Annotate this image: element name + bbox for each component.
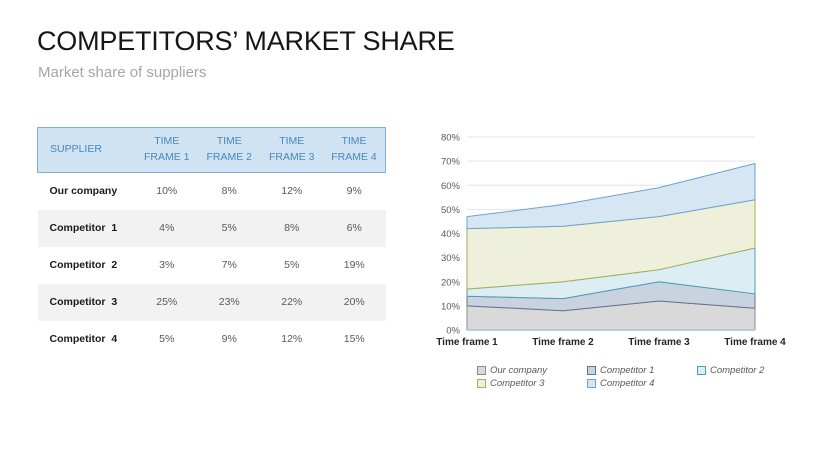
chart-area: 0% 10% 20% 30% 40% 50% 60% 70% 80% Time frame 1 Ti… — [421, 122, 801, 390]
legend-item: Competitor 1 — [587, 365, 697, 376]
value-cell: 12% — [281, 185, 303, 197]
col-header-supplier: SUPPLIER — [37, 127, 136, 173]
col-header-timeframe-3: TIME FRAME 3 — [260, 127, 323, 173]
value-cell: 5% — [159, 333, 175, 345]
value-cell: 8% — [284, 222, 300, 234]
y-tick-label: 10% — [441, 301, 461, 312]
x-tick-label: Time frame 4 — [724, 337, 786, 348]
table-row: Competitor 2 3% 7% 5% 19% — [38, 247, 386, 284]
value-cell: 3% — [159, 259, 175, 271]
legend-label: Competitor 1 — [600, 365, 655, 376]
value-cell: 9% — [346, 185, 362, 197]
market-share-chart: 0% 10% 20% 30% 40% 50% 60% 70% 80% Time frame 1 Ti… — [436, 133, 786, 349]
value-cell: 10% — [156, 185, 178, 197]
value-cell: 23% — [218, 296, 240, 308]
y-tick-label: 50% — [441, 205, 461, 216]
table-row: Competitor 1 4% 5% 8% 6% — [37, 209, 386, 247]
value-cell: 5% — [221, 222, 237, 234]
legend-label: Competitor 4 — [600, 378, 655, 389]
value-cell: 12% — [281, 333, 303, 345]
value-cell: 25% — [156, 296, 178, 308]
x-tick-label: Time frame 3 — [628, 337, 690, 348]
table-head: SUPPLIER TIME FRAME 1 TIME FRAME 2 TIME FRA… — [37, 127, 386, 173]
value-cell: 9% — [221, 333, 237, 345]
value-cell: 5% — [284, 259, 300, 271]
legend-item: Competitor 3 — [477, 378, 587, 389]
legend-marker-icon — [587, 366, 596, 375]
value-cell: 8% — [221, 185, 237, 197]
table-body: Our company 10% 8% 12% 9% Competitor 1 4% 5% 8% 6… — [37, 172, 386, 358]
y-tick-label: 0% — [446, 326, 460, 337]
table-header-row: SUPPLIER TIME FRAME 1 TIME FRAME 2 TIME FRA… — [37, 127, 386, 173]
table-row: Competitor 3 25% 23% 22% 20% — [37, 283, 386, 321]
col-header-timeframe-4: TIME FRAME 4 — [323, 127, 386, 173]
value-cell: 7% — [221, 259, 237, 271]
legend-label: Competitor 2 — [710, 365, 765, 376]
supplier-name-cell: Competitor 2 — [49, 259, 118, 271]
y-tick-label: 30% — [441, 253, 461, 264]
value-cell: 15% — [343, 333, 365, 345]
legend-item: Competitor 2 — [697, 365, 807, 376]
slide-subtitle: Market share of suppliers — [38, 64, 207, 81]
legend-marker-icon — [477, 366, 486, 375]
area-competitor-4 — [466, 163, 756, 230]
y-tick-label: 40% — [441, 229, 461, 240]
y-tick-label: 60% — [441, 181, 461, 192]
y-tick-label: 20% — [441, 277, 461, 288]
supplier-name-cell: Our company — [49, 185, 118, 197]
legend-marker-icon — [587, 379, 596, 388]
y-tick-label: 70% — [441, 157, 461, 168]
market-share-table: SUPPLIER TIME FRAME 1 TIME FRAME 2 TIME FRA… — [37, 127, 386, 358]
col-header-timeframe-2: TIME FRAME 2 — [198, 127, 261, 173]
slide-title: COMPETITORS’ MARKET SHARE — [37, 26, 455, 56]
legend-label: Our company — [490, 365, 548, 376]
col-header-timeframe-1: TIME FRAME 1 — [135, 127, 198, 173]
supplier-name-cell: Competitor 3 — [49, 296, 118, 308]
value-cell: 22% — [281, 296, 303, 308]
supplier-name-cell: Competitor 4 — [49, 333, 118, 345]
value-cell: 6% — [346, 222, 362, 234]
table-row: Competitor 4 5% 9% 12% 15% — [38, 321, 386, 358]
legend-item: Competitor 4 — [587, 378, 697, 389]
legend-marker-icon — [697, 366, 706, 375]
supplier-name-cell: Competitor 1 — [49, 222, 118, 234]
y-tick-label: 80% — [441, 133, 461, 144]
value-cell: 19% — [343, 259, 365, 271]
x-tick-label: Time frame 1 — [436, 337, 498, 348]
chart-legend: Our company Competitor 1 Competitor 2 Compe… — [477, 365, 801, 389]
value-cell: 4% — [159, 222, 175, 234]
x-tick-label: Time frame 2 — [532, 337, 594, 348]
value-cell: 20% — [343, 296, 365, 308]
legend-item: Our company — [477, 365, 587, 376]
table-row: Our company 10% 8% 12% 9% — [38, 172, 386, 210]
legend-marker-icon — [477, 379, 486, 388]
legend-label: Competitor 3 — [490, 378, 545, 389]
